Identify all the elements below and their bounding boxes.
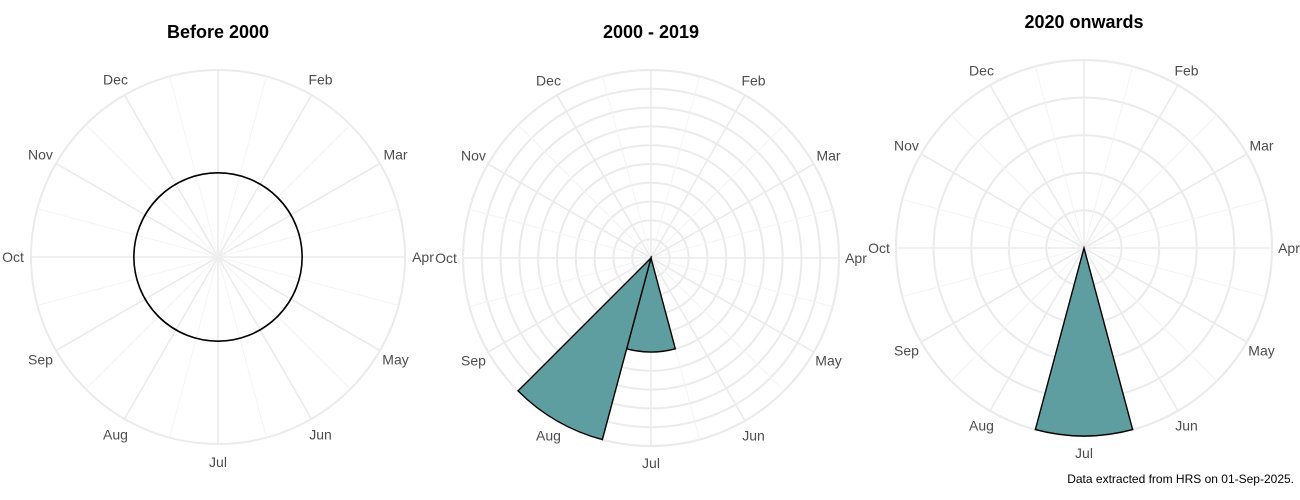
month-bar-wedge [517, 255, 653, 441]
minor-grid-spoke [1083, 247, 1266, 298]
month-tick-label: Aug [536, 428, 561, 444]
angular-grid-spoke [217, 256, 313, 420]
angular-grid-spoke [650, 257, 815, 353]
month-tick-label: Mar [383, 147, 407, 163]
minor-grid-spoke [902, 247, 1085, 298]
month-tick-label: Jun [1175, 418, 1198, 434]
polar-chart-panel: Feb Mar Apr May Jun Jul Aug Sep Oct Nov Dec 2000 - … [435, 22, 867, 471]
month-tick-label: Jul [1075, 445, 1093, 461]
minor-grid-spoke [217, 256, 351, 390]
panel-title: 2000 - 2019 [603, 22, 699, 42]
minor-grid-spoke [1083, 247, 1218, 382]
month-tick-label: Oct [2, 249, 24, 265]
angular-grid-spoke [123, 94, 219, 258]
data-source-caption: Data extracted from HRS on 01-Sep-2025. [1067, 472, 1294, 486]
month-bar-wedge [1034, 245, 1134, 437]
minor-grid-spoke [37, 208, 219, 258]
minor-grid-spoke [650, 76, 701, 259]
minor-grid-spoke [217, 124, 351, 258]
angular-grid-spoke [217, 94, 313, 258]
angular-grid-spoke [920, 247, 1085, 343]
empty-bar-outline [133, 172, 303, 342]
month-tick-label: Aug [969, 418, 994, 434]
minor-grid-spoke [217, 256, 399, 306]
angular-grid-spoke [55, 162, 219, 258]
angular-grid-spoke [1083, 247, 1248, 343]
minor-grid-spoke [85, 124, 219, 258]
minor-grid-spoke [1083, 198, 1266, 249]
month-tick-label: Mar [1249, 138, 1273, 154]
month-tick-label: Sep [894, 343, 919, 359]
angular-grid-spoke [123, 256, 219, 420]
month-tick-label: Jul [642, 455, 660, 471]
minor-grid-spoke [37, 256, 219, 306]
minor-grid-spoke [169, 256, 219, 438]
angular-grid-spoke [650, 257, 746, 422]
month-tick-label: May [815, 353, 841, 369]
minor-grid-spoke [517, 124, 652, 259]
angular-grid-spoke [556, 94, 652, 259]
month-tick-label: Sep [461, 353, 486, 369]
polar-chart-panel: Feb Mar Apr May Jun Jul Aug Sep Oct Nov Dec Before … [2, 22, 434, 470]
panel-title: 2020 onwards [1024, 12, 1143, 32]
angular-grid-spoke [55, 256, 219, 352]
angular-grid-spoke [217, 162, 381, 258]
month-tick-label: May [382, 352, 408, 368]
month-tick-label: Apr [845, 250, 867, 266]
minor-grid-spoke [902, 198, 1085, 249]
minor-grid-spoke [950, 114, 1085, 249]
month-tick-label: Dec [103, 71, 128, 87]
angular-grid-spoke [487, 163, 652, 259]
month-tick-label: Jun [309, 427, 332, 443]
minor-grid-spoke [85, 256, 219, 390]
month-tick-label: Nov [28, 147, 53, 163]
angular-grid-spoke [989, 84, 1085, 249]
month-tick-label: Dec [536, 72, 561, 88]
minor-grid-spoke [217, 208, 399, 258]
month-tick-label: Aug [103, 427, 128, 443]
month-tick-label: Apr [1278, 240, 1300, 256]
panel-title: Before 2000 [167, 22, 269, 42]
minor-grid-spoke [169, 76, 219, 258]
angular-grid-spoke [989, 247, 1085, 412]
month-tick-label: Feb [1174, 62, 1198, 78]
month-tick-label: Feb [308, 71, 332, 87]
minor-grid-spoke [217, 76, 267, 258]
month-tick-label: Oct [435, 250, 457, 266]
angular-grid-spoke [1083, 84, 1179, 249]
angular-grid-spoke [920, 153, 1085, 249]
month-tick-label: Jun [742, 428, 765, 444]
month-tick-label: Mar [816, 148, 840, 164]
minor-grid-spoke [650, 257, 785, 392]
month-tick-label: Dec [969, 62, 994, 78]
angular-grid-spoke [1083, 153, 1248, 249]
angular-grid-spoke [650, 94, 746, 259]
minor-grid-spoke [601, 76, 652, 259]
minor-grid-spoke [650, 124, 785, 259]
month-tick-label: May [1248, 343, 1274, 359]
angular-grid-spoke [650, 163, 815, 259]
month-tick-label: Nov [894, 138, 919, 154]
month-tick-label: Nov [461, 148, 486, 164]
month-tick-label: Jul [209, 454, 227, 470]
minor-grid-spoke [1083, 66, 1134, 249]
angular-grid-spoke [217, 256, 381, 352]
month-tick-label: Sep [28, 352, 53, 368]
minor-grid-spoke [469, 257, 652, 308]
polar-chart-panel: Feb Mar Apr May Jun Jul Aug Sep Oct Nov Dec 2020 on… [868, 12, 1300, 461]
minor-grid-spoke [650, 257, 833, 308]
minor-grid-spoke [217, 256, 267, 438]
minor-grid-spoke [650, 208, 833, 259]
month-tick-label: Feb [741, 72, 765, 88]
minor-grid-spoke [469, 208, 652, 259]
minor-grid-spoke [1034, 66, 1085, 249]
minor-grid-spoke [1083, 114, 1218, 249]
minor-grid-spoke [950, 247, 1085, 382]
angular-grid-spoke [1083, 247, 1179, 412]
angular-grid-spoke [487, 257, 652, 353]
month-tick-label: Oct [868, 240, 890, 256]
month-tick-label: Apr [412, 249, 434, 265]
